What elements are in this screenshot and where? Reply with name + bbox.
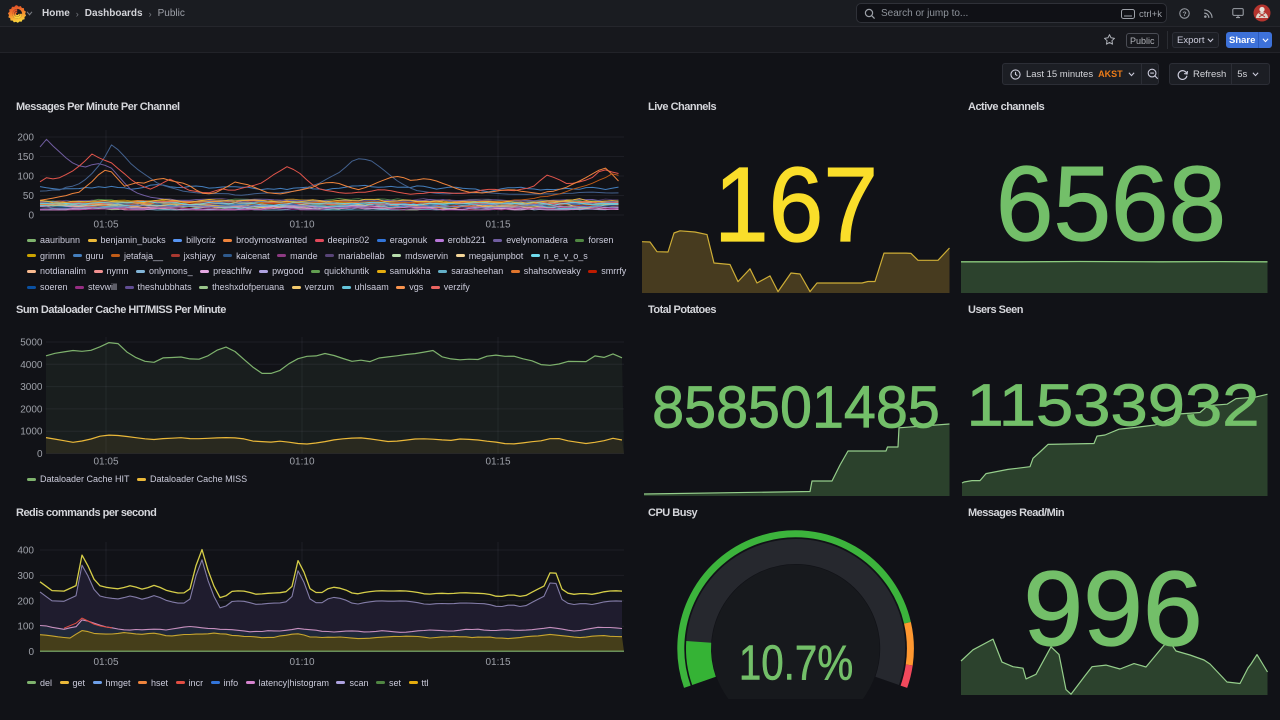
svg-text:0: 0 bbox=[28, 211, 34, 222]
svg-text:01:10: 01:10 bbox=[289, 220, 314, 231]
svg-text:200: 200 bbox=[17, 133, 34, 144]
svg-text:01:10: 01:10 bbox=[289, 457, 314, 468]
svg-text:4000: 4000 bbox=[20, 360, 43, 371]
svg-text:300: 300 bbox=[17, 571, 34, 582]
svg-text:2000: 2000 bbox=[20, 404, 43, 415]
svg-text:01:15: 01:15 bbox=[485, 657, 510, 668]
svg-text:01:05: 01:05 bbox=[93, 657, 118, 668]
svg-text:01:05: 01:05 bbox=[93, 220, 118, 231]
svg-text:01:15: 01:15 bbox=[485, 457, 510, 468]
svg-text:01:10: 01:10 bbox=[289, 657, 314, 668]
svg-text:100: 100 bbox=[17, 622, 34, 633]
svg-text:0: 0 bbox=[37, 449, 43, 460]
svg-text:1000: 1000 bbox=[20, 427, 43, 438]
svg-text:50: 50 bbox=[23, 191, 35, 202]
svg-text:0: 0 bbox=[28, 647, 34, 658]
svg-text:01:15: 01:15 bbox=[485, 220, 510, 231]
svg-text:200: 200 bbox=[17, 596, 34, 607]
svg-text:3000: 3000 bbox=[20, 382, 43, 393]
svg-text:01:05: 01:05 bbox=[93, 457, 118, 468]
svg-text:150: 150 bbox=[17, 152, 34, 163]
svg-text:?: ? bbox=[1182, 11, 1186, 18]
svg-text:5000: 5000 bbox=[20, 338, 43, 349]
svg-text:400: 400 bbox=[17, 546, 34, 557]
svg-text:100: 100 bbox=[17, 172, 34, 183]
